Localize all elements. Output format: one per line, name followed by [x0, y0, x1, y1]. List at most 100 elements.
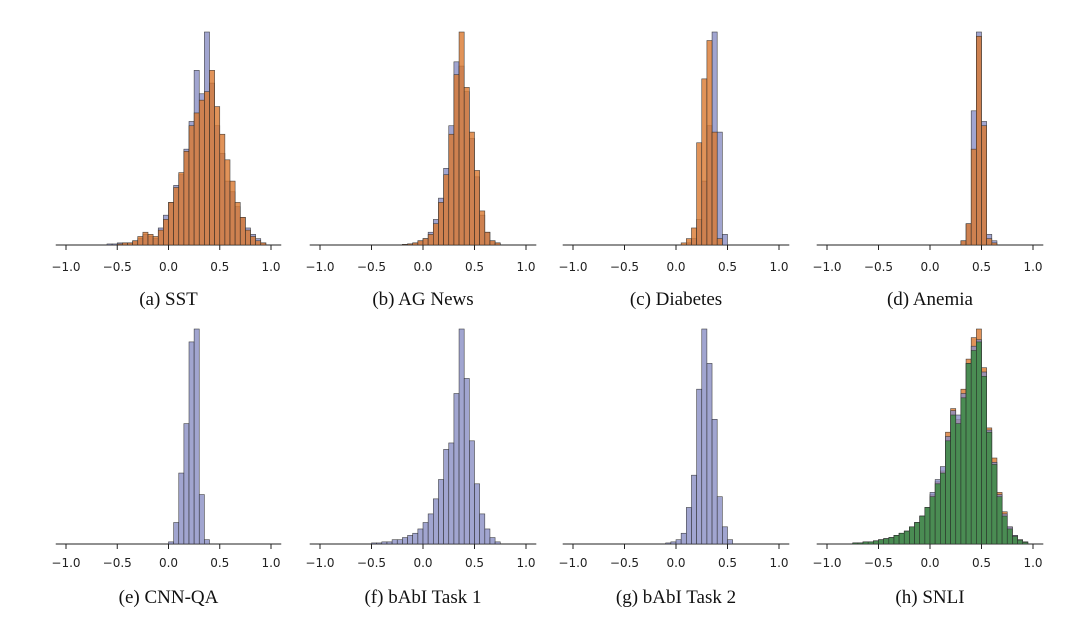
- histogram-bar: [412, 242, 419, 246]
- histogram-bar: [168, 202, 174, 246]
- panel-caption: (d) Anemia: [887, 289, 974, 310]
- histogram-bar: [489, 537, 496, 545]
- histogram-bar: [417, 240, 424, 246]
- histogram-bar: [229, 180, 236, 246]
- histogram-bar: [950, 414, 957, 545]
- histogram-bar: [432, 498, 439, 545]
- x-tick-label: 0.0: [920, 260, 939, 274]
- x-tick-label: 1.0: [261, 556, 280, 570]
- x-tick-label: −1.0: [305, 260, 334, 274]
- histogram-bar: [960, 240, 967, 246]
- histogram-bar: [909, 526, 915, 545]
- x-tick-label: 1.0: [516, 260, 535, 274]
- histogram-bar: [706, 40, 713, 246]
- x-tick-label: −1.0: [51, 260, 80, 274]
- histogram-bar: [685, 507, 692, 545]
- x-tick-label: −0.5: [610, 260, 639, 274]
- x-tick-label: −0.5: [864, 556, 893, 570]
- histogram-bar: [888, 537, 895, 545]
- x-tick-label: 0.0: [666, 556, 685, 570]
- x-tick-label: 0.5: [465, 556, 484, 570]
- x-tick-label: −1.0: [51, 556, 80, 570]
- x-tick-label: −1.0: [558, 556, 587, 570]
- histogram-bar: [453, 393, 460, 545]
- histogram-bar: [438, 202, 444, 246]
- x-tick-label: 0.0: [413, 556, 432, 570]
- x-tick-label: 0.0: [413, 260, 432, 274]
- histogram-bar: [422, 522, 429, 545]
- histogram-bar: [147, 234, 154, 246]
- histogram-bar: [219, 133, 226, 246]
- x-tick-label: 0.0: [920, 556, 939, 570]
- x-tick-label: 0.5: [210, 556, 229, 570]
- histogram-bar: [484, 528, 491, 545]
- histogram-bar: [443, 174, 450, 246]
- histogram-bar: [494, 541, 501, 545]
- histogram-panel-7: −1.0 −0.5 0.0 0.5 1.0 (g) bAbI Task 2: [558, 328, 790, 608]
- histogram-panel-5: −1.0 −0.5 0.0 0.5 1.0 (e) CNN-QA: [51, 328, 282, 608]
- histogram-bar: [701, 328, 708, 545]
- histogram-bar: [137, 236, 144, 246]
- histogram-bar: [183, 150, 190, 246]
- histogram-bar: [965, 363, 972, 545]
- histogram-bar: [127, 242, 133, 246]
- panel-caption: (h) SNLI: [895, 587, 964, 608]
- histogram-bar: [862, 541, 869, 545]
- histogram-bar: [934, 483, 941, 545]
- histogram-bar: [981, 125, 987, 246]
- x-tick-label: 0.5: [972, 556, 991, 570]
- histogram-bar: [260, 242, 267, 246]
- x-tick-label: 1.0: [1023, 556, 1042, 570]
- histogram-bar: [193, 112, 200, 246]
- histogram-bar: [371, 542, 377, 545]
- histogram-bar: [722, 526, 728, 545]
- x-tick-label: 1.0: [1023, 260, 1042, 274]
- histogram-bar: [970, 148, 977, 246]
- histogram-bar: [152, 236, 159, 246]
- histogram-bar: [670, 541, 677, 545]
- histogram-bar: [680, 242, 687, 246]
- histogram-bar: [939, 472, 946, 545]
- histogram-bar: [417, 528, 424, 545]
- histogram-bar: [453, 74, 460, 246]
- histogram-bar: [857, 542, 864, 545]
- histogram-bar: [173, 187, 180, 246]
- histogram-bar: [474, 170, 480, 246]
- x-tick-label: 0.0: [159, 556, 178, 570]
- x-tick-label: 0.5: [972, 260, 991, 274]
- histogram-bar: [116, 243, 123, 246]
- histogram-bar: [903, 530, 910, 545]
- histogram-bar: [427, 234, 434, 246]
- histogram-bar: [1017, 539, 1023, 545]
- histogram-bar: [132, 240, 139, 246]
- histogram-bar: [986, 431, 993, 545]
- x-tick-label: −1.0: [305, 556, 334, 570]
- histogram-bar: [691, 474, 697, 545]
- histogram-panel-1: −1.0 −0.5 0.0 0.5 1.0 (a) SST: [51, 31, 282, 310]
- histogram-bar: [711, 131, 718, 246]
- histogram-bar: [878, 539, 884, 545]
- histogram-panel-8: −1.0 −0.5 0.0 0.5 1.0 (h) SNLI: [812, 328, 1044, 608]
- histogram-bar: [981, 375, 987, 545]
- histogram-bar: [122, 242, 128, 246]
- histogram-bar: [873, 540, 879, 545]
- histogram-bar: [945, 440, 951, 545]
- x-tick-label: −0.5: [357, 556, 386, 570]
- histogram-bar: [448, 133, 455, 246]
- histogram-bar: [484, 231, 491, 246]
- histogram-bar: [996, 496, 1003, 545]
- histogram-bar: [381, 541, 388, 545]
- x-tick-label: −0.5: [103, 260, 132, 274]
- histogram-bar: [458, 328, 465, 545]
- histogram-bar: [469, 440, 475, 545]
- histogram-bar: [422, 238, 429, 246]
- histogram-bar: [407, 243, 413, 246]
- histogram-bar: [250, 236, 256, 246]
- histogram-bar: [469, 131, 475, 246]
- histogram-bar: [178, 472, 185, 545]
- histogram-panel-2: −1.0 −0.5 0.0 0.5 1.0 (b) AG News: [305, 31, 537, 310]
- histogram-bar: [224, 159, 231, 246]
- histogram-bar: [696, 142, 703, 246]
- histogram-bar: [955, 423, 962, 545]
- histogram-bar: [675, 539, 682, 545]
